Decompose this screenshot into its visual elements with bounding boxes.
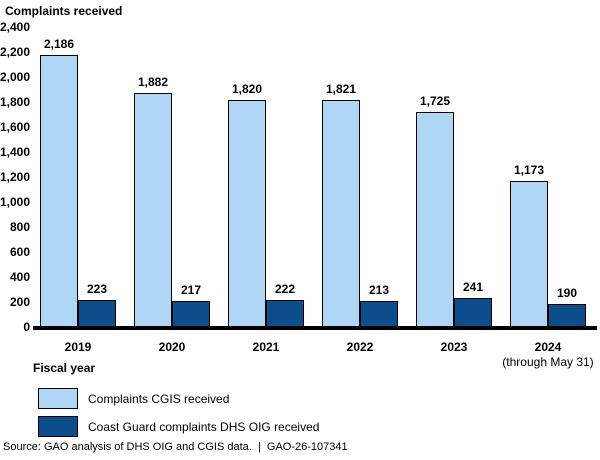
x-tick-label-2023: 2023 [440,340,468,354]
y-tick-label-1400: 1,400 [0,145,31,159]
y-tick-label-200: 200 [9,295,30,309]
bar-dhs-oig-2024 [548,304,586,328]
legend-item-dhs-oig: Coast Guard complaints DHS OIG received [38,416,319,437]
y-tick-label-1800: 1,800 [0,95,31,109]
y-tick-label-400: 400 [9,270,30,284]
value-label-dhs-oig-2024: 190 [556,286,578,300]
value-label-cgis-2021: 1,820 [231,82,263,96]
value-label-dhs-oig-2023: 241 [462,280,484,294]
bar-cgis-2023 [416,112,454,328]
x-tick-label-2024: 2024 [534,340,562,354]
bar-dhs-oig-2019 [78,300,116,328]
legend-label-dhs-oig: Coast Guard complaints DHS OIG received [88,419,320,434]
legend-swatch-dhs-oig [38,416,78,437]
x-tick-label-2022: 2022 [346,340,374,354]
value-label-cgis-2022: 1,821 [325,82,357,96]
legend-label-cgis: Complaints CGIS received [88,391,230,406]
legend-item-cgis: Complaints CGIS received [38,388,319,409]
source-note: Source: GAO analysis of DHS OIG and CGIS… [3,441,348,453]
legend: Complaints CGIS received Coast Guard com… [38,388,319,444]
x-tick-note-2024: (through May 31) [502,355,594,369]
bar-dhs-oig-2023 [454,298,492,328]
value-label-dhs-oig-2022: 213 [368,283,390,297]
bar-cgis-2020 [134,93,172,328]
value-label-dhs-oig-2020: 217 [180,283,202,297]
x-tick-label-2019: 2019 [64,340,92,354]
value-label-cgis-2024: 1,173 [513,163,545,177]
bar-cgis-2022 [322,100,360,328]
x-tick-label-2020: 2020 [158,340,186,354]
bar-cgis-2019 [40,55,78,328]
y-tick-label-1200: 1,200 [0,170,31,184]
y-tick-label-1600: 1,600 [0,120,31,134]
y-tick-label-800: 800 [9,220,30,234]
value-label-dhs-oig-2019: 223 [86,282,108,296]
y-tick-label-2200: 2,200 [0,45,31,59]
chart-title: Complaints received [5,4,123,18]
x-tick-label-2021: 2021 [252,340,280,354]
y-tick-label-2400: 2,400 [0,20,31,34]
value-label-dhs-oig-2021: 222 [274,282,296,296]
bar-cgis-2021 [228,100,266,328]
y-tick-label-600: 600 [9,245,30,259]
y-tick-label-2000: 2,000 [0,70,31,84]
bar-cgis-2024 [510,181,548,328]
value-label-cgis-2023: 1,725 [419,94,451,108]
y-tick-label-0: 0 [23,320,30,334]
bar-dhs-oig-2021 [266,300,304,328]
legend-swatch-cgis [38,388,78,409]
x-axis-title: Fiscal year [33,361,96,375]
y-tick-label-1000: 1,000 [0,195,31,209]
x-axis-baseline [33,326,597,330]
value-label-cgis-2019: 2,186 [43,37,75,51]
bar-dhs-oig-2022 [360,301,398,328]
value-label-cgis-2020: 1,882 [137,75,169,89]
bar-dhs-oig-2020 [172,301,210,328]
